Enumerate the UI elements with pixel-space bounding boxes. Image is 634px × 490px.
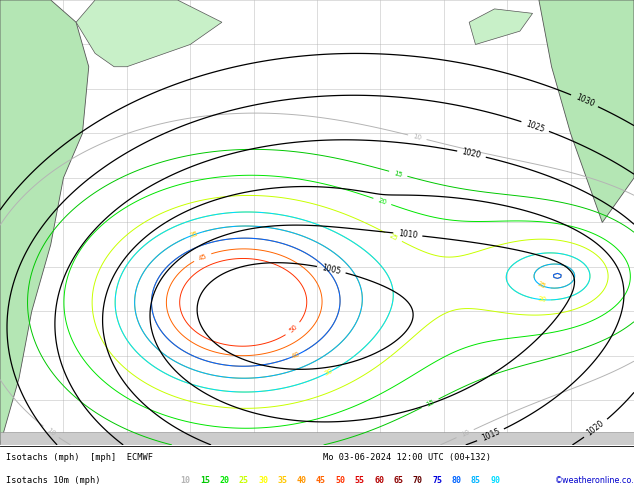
Text: 1020: 1020 xyxy=(585,419,606,438)
Text: 70: 70 xyxy=(413,476,423,485)
Text: 1025: 1025 xyxy=(525,119,546,134)
Text: 30: 30 xyxy=(537,296,547,303)
Text: Isotachs 10m (mph): Isotachs 10m (mph) xyxy=(6,476,101,485)
Text: 15: 15 xyxy=(425,399,436,408)
Text: 65: 65 xyxy=(393,476,403,485)
Text: 90: 90 xyxy=(490,476,500,485)
Text: 1010: 1010 xyxy=(398,229,418,240)
Text: 10: 10 xyxy=(181,476,191,485)
Text: 85: 85 xyxy=(470,476,481,485)
Text: 1015: 1015 xyxy=(480,427,501,443)
Polygon shape xyxy=(0,432,634,445)
Polygon shape xyxy=(469,9,533,45)
Text: 1020: 1020 xyxy=(461,147,482,160)
Text: 20: 20 xyxy=(219,476,230,485)
Text: 50: 50 xyxy=(288,324,299,334)
Text: 60: 60 xyxy=(374,476,384,485)
Text: 15: 15 xyxy=(393,170,403,178)
Text: 20: 20 xyxy=(377,197,387,206)
Text: 25: 25 xyxy=(238,476,249,485)
Text: 1030: 1030 xyxy=(574,93,595,109)
Text: 35: 35 xyxy=(189,230,199,239)
Text: 10: 10 xyxy=(460,429,470,438)
Text: Isotachs (mph)  [mph]  ECMWF: Isotachs (mph) [mph] ECMWF xyxy=(6,453,153,462)
Text: 50: 50 xyxy=(335,476,346,485)
Text: 30: 30 xyxy=(323,368,333,377)
Text: 40: 40 xyxy=(297,476,307,485)
Text: 25: 25 xyxy=(389,232,399,242)
Polygon shape xyxy=(0,0,89,445)
Text: 80: 80 xyxy=(451,476,462,485)
Text: 1005: 1005 xyxy=(321,263,342,276)
Text: 40: 40 xyxy=(291,350,302,360)
Text: 35: 35 xyxy=(536,281,547,290)
Polygon shape xyxy=(539,0,634,222)
Text: 45: 45 xyxy=(197,253,208,262)
Text: 30: 30 xyxy=(258,476,268,485)
Text: 75: 75 xyxy=(432,476,442,485)
Polygon shape xyxy=(76,0,222,67)
Text: 15: 15 xyxy=(200,476,210,485)
Text: 35: 35 xyxy=(278,476,287,485)
Text: 45: 45 xyxy=(316,476,326,485)
Text: Mo 03-06-2024 12:00 UTC (00+132): Mo 03-06-2024 12:00 UTC (00+132) xyxy=(323,453,491,462)
Text: 10: 10 xyxy=(412,133,422,141)
Text: 10: 10 xyxy=(46,427,56,437)
Text: 55: 55 xyxy=(354,476,365,485)
Text: ©weatheronline.co.uk: ©weatheronline.co.uk xyxy=(555,476,634,485)
